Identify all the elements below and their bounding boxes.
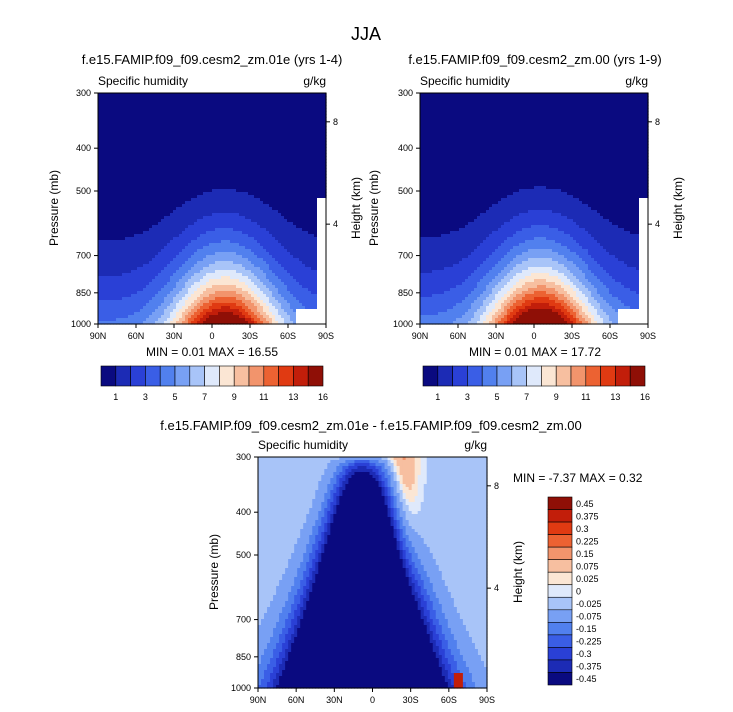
panel-1: f.e15.FAMIP.f09_f09.cesm2_zm.01e (yrs 1-…	[47, 52, 363, 402]
panel-1-contour-field	[98, 93, 327, 325]
panel-1-right-label: g/kg	[303, 74, 326, 88]
panel-1-left-label: Specific humidity	[98, 74, 188, 88]
panel-1-title: f.e15.FAMIP.f09_f09.cesm2_zm.01e (yrs 1-…	[82, 52, 343, 67]
figure: JJA f.e15.FAMIP.f09_f09.cesm2_zm.01e (yr…	[0, 0, 733, 712]
page-title: JJA	[351, 24, 381, 44]
